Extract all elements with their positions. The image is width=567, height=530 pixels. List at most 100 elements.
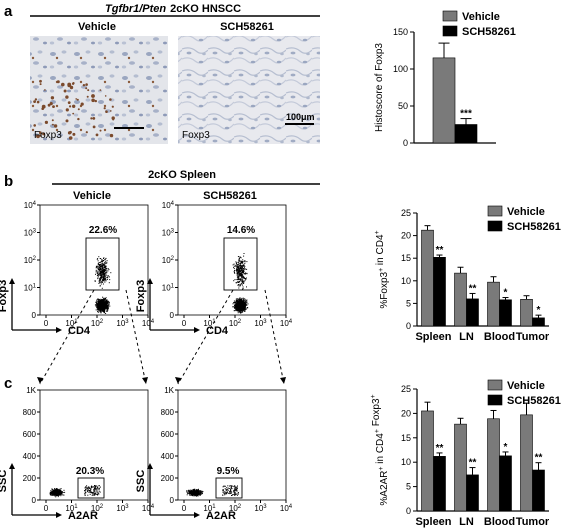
event-dot xyxy=(89,491,91,493)
event-dot xyxy=(103,311,104,312)
x-tick-label: LN xyxy=(459,516,474,528)
event-dot xyxy=(232,485,234,487)
event-dot xyxy=(237,301,239,303)
event-dot xyxy=(105,303,106,305)
event-dot xyxy=(96,302,97,304)
event-dot xyxy=(55,493,57,495)
event-dot xyxy=(242,304,244,306)
event-dot xyxy=(233,310,235,312)
x-tick-label: 0 xyxy=(44,319,49,328)
event-dot xyxy=(97,258,99,260)
event-dot xyxy=(234,302,236,304)
event-dot xyxy=(242,305,244,307)
event-dot xyxy=(199,494,201,496)
event-dot xyxy=(236,309,238,311)
foxp3-cell xyxy=(53,124,58,128)
event-dot xyxy=(237,304,239,306)
event-dot xyxy=(97,265,99,267)
event-dot xyxy=(104,305,106,306)
y-tick-label: 101 xyxy=(24,284,37,293)
event-dot xyxy=(97,309,99,311)
event-dot xyxy=(88,486,90,488)
event-dot xyxy=(98,275,99,277)
foxp3-cell xyxy=(112,118,115,121)
x-axis-label: CD4 xyxy=(68,325,91,337)
x-tick-label: 102 xyxy=(91,504,104,513)
event-dot xyxy=(84,490,85,492)
event-dot xyxy=(84,487,86,489)
event-dot xyxy=(102,300,104,302)
tick-exponent: 3 xyxy=(33,229,37,235)
event-dot xyxy=(97,309,99,311)
foxp3-cell xyxy=(36,134,40,139)
foxp3-cell xyxy=(95,133,99,137)
event-dot xyxy=(188,492,190,494)
event-dot xyxy=(105,299,107,301)
event-dot xyxy=(93,494,95,496)
event-dot xyxy=(231,491,233,493)
event-dot xyxy=(99,491,101,493)
event-dot xyxy=(235,308,237,310)
event-dot xyxy=(104,281,106,283)
event-dot xyxy=(236,304,238,306)
tick-exponent: 3 xyxy=(263,504,267,510)
event-dot xyxy=(243,298,245,300)
tick-base: 10 xyxy=(162,284,171,293)
event-dot xyxy=(233,272,235,273)
event-dot xyxy=(246,301,248,303)
foxp3-cell xyxy=(72,104,76,109)
foxp3-cell xyxy=(72,112,75,115)
tick-base: 10 xyxy=(162,256,171,265)
event-dot xyxy=(84,494,86,496)
tick-base: 400 xyxy=(23,452,37,461)
event-dot xyxy=(103,269,105,271)
event-dot xyxy=(103,263,105,265)
event-dot xyxy=(107,275,109,276)
event-dot xyxy=(229,485,231,486)
event-dot xyxy=(199,490,201,492)
event-dot xyxy=(239,301,241,303)
event-dot xyxy=(97,268,99,270)
tick-exponent: 4 xyxy=(289,319,293,325)
tick-base: 10 xyxy=(254,504,263,513)
event-dot xyxy=(97,304,99,306)
event-dot xyxy=(57,491,59,493)
event-dot xyxy=(189,491,191,493)
event-dot xyxy=(103,278,104,280)
event-dot xyxy=(241,267,243,268)
event-dot xyxy=(107,302,109,304)
event-dot xyxy=(104,302,106,304)
event-dot xyxy=(99,270,101,272)
event-dot xyxy=(238,309,240,311)
event-dot xyxy=(57,493,59,494)
event-dot xyxy=(234,265,236,267)
event-dot xyxy=(86,488,88,490)
significance-mark: *** xyxy=(460,109,472,120)
event-dot xyxy=(97,262,99,264)
event-dot xyxy=(227,489,229,491)
event-dot xyxy=(192,492,194,494)
event-dot xyxy=(100,266,102,268)
event-dot xyxy=(237,306,239,308)
event-dot xyxy=(104,267,106,269)
bar xyxy=(520,414,533,512)
event-dot xyxy=(99,266,101,268)
event-dot xyxy=(101,268,103,270)
event-dot xyxy=(235,304,237,306)
event-dot xyxy=(103,257,105,259)
event-dot xyxy=(186,494,188,496)
event-dot xyxy=(103,306,105,308)
event-dot xyxy=(98,280,100,282)
event-dot xyxy=(106,303,108,305)
event-dot xyxy=(57,493,59,495)
event-dot xyxy=(62,494,64,496)
event-dot xyxy=(101,299,103,301)
panel-a-treatment-label: SCH58261 xyxy=(220,21,274,33)
event-dot xyxy=(98,282,100,284)
event-dot xyxy=(96,299,98,301)
x-tick-label: 101 xyxy=(65,504,78,513)
event-dot xyxy=(106,268,108,270)
event-dot xyxy=(95,304,97,306)
event-dot xyxy=(246,261,248,263)
